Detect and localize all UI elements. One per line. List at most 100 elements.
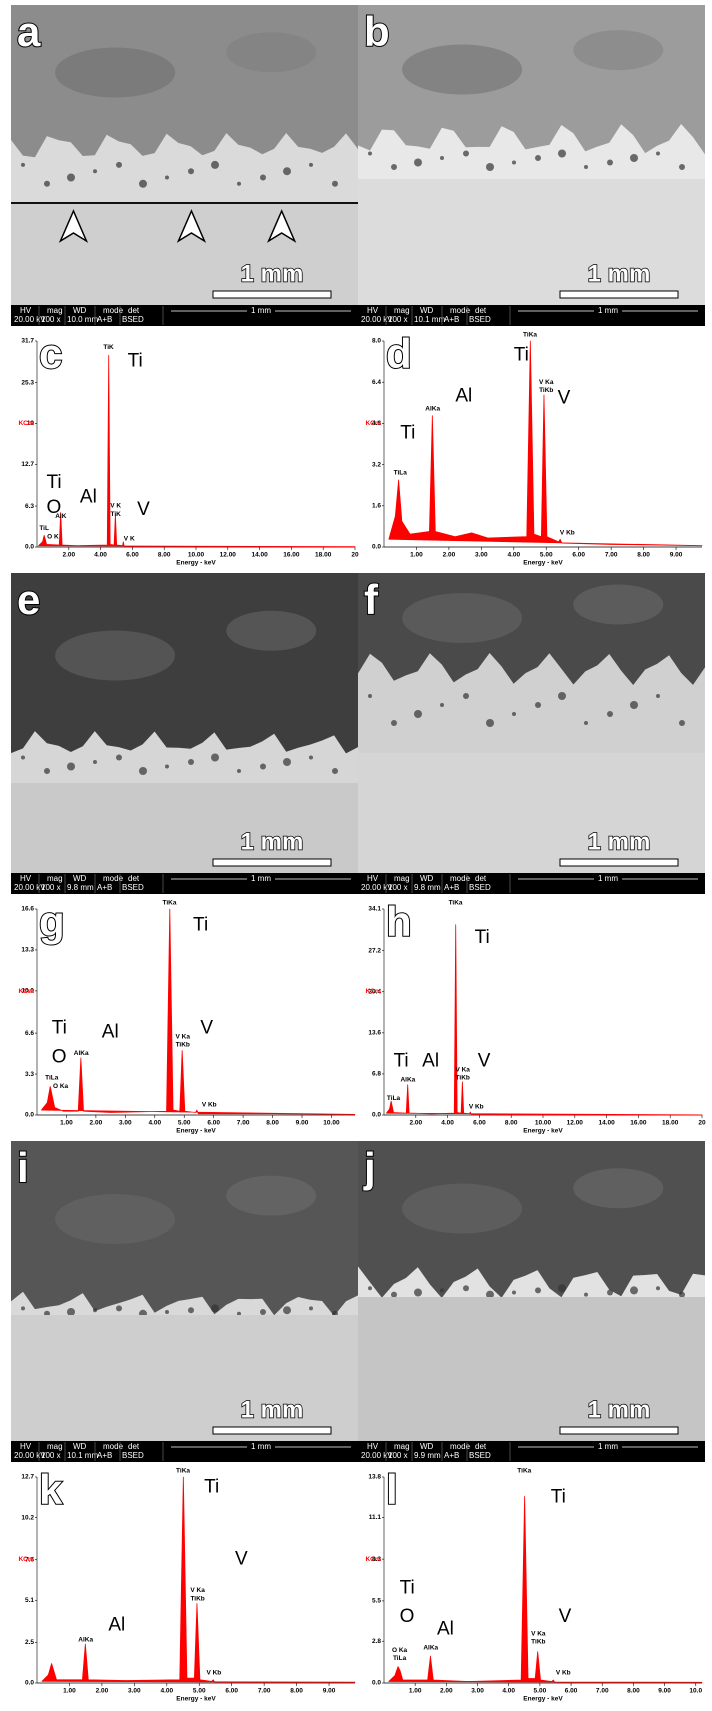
micrograph-pore <box>463 693 469 699</box>
peak-label: TiK <box>111 511 122 518</box>
micrograph-pore <box>283 758 291 766</box>
micrograph: j1 mmHV20.00 kVmag100 xWD9.9 mmmodeA+Bde… <box>358 1141 705 1462</box>
y-tick-label: 6.3 <box>25 503 34 510</box>
micrograph-pore <box>165 765 169 769</box>
micrograph-pore <box>630 1286 638 1294</box>
scale-bar-label: 1 mm <box>241 1396 304 1423</box>
x-tick-label: 18.00 <box>315 552 332 559</box>
peak-label: TiKb <box>531 1639 545 1646</box>
y-tick-label: 34.1 <box>368 906 381 913</box>
element-label: Ti <box>193 914 208 935</box>
element-label: Ti <box>128 351 143 372</box>
element-label: O <box>52 1046 67 1067</box>
info-header: HV <box>367 1442 379 1451</box>
y-tick-label: 5.5 <box>372 1598 381 1605</box>
micrograph-pore <box>165 1310 169 1314</box>
micrograph-pore <box>440 156 444 160</box>
x-tick-label: 5.00 <box>540 552 553 559</box>
info-value: 100 x <box>41 315 61 324</box>
peak-label: TiKb <box>539 387 553 394</box>
info-scale-label: 1 mm <box>598 306 618 315</box>
info-value: 100 x <box>388 315 408 324</box>
scale-bar-label: 1 mm <box>588 828 651 855</box>
x-tick-label: 3.00 <box>471 1688 484 1695</box>
info-header: WD <box>73 1442 87 1451</box>
peak-label: AlKa <box>425 406 440 413</box>
element-label: V <box>558 388 571 409</box>
element-label: Al <box>455 386 472 407</box>
y-axis-label: KCnt <box>18 988 34 995</box>
x-tick-label: 12.00 <box>220 552 237 559</box>
micrograph-pore <box>44 768 50 774</box>
x-tick-label: 7.00 <box>258 1688 271 1695</box>
info-value: 100 x <box>388 883 408 892</box>
info-header: WD <box>420 306 434 315</box>
micrograph-substrate <box>11 1315 358 1441</box>
peak-label: V Kb <box>202 1101 217 1108</box>
micrograph-pore <box>630 154 638 162</box>
figure: a1 mmHV20.00 kVmag100 xWD10.0 mmmodeA+Bd… <box>0 0 712 1711</box>
element-label: Ti <box>514 344 529 365</box>
x-tick-label: 9.00 <box>658 1688 671 1695</box>
micrograph-pore <box>584 1293 588 1297</box>
x-tick-label: 4.00 <box>94 552 107 559</box>
peak-label: V Kb <box>556 1669 571 1676</box>
peak-label: TiKa <box>517 1468 531 1475</box>
peak-label: V K <box>110 503 121 510</box>
micrograph-pore <box>93 760 97 764</box>
micrograph-pore <box>211 754 219 762</box>
x-tick-label: 1.00 <box>63 1688 76 1695</box>
scale-bar-label: 1 mm <box>241 828 304 855</box>
info-value: 9.8 mm <box>67 883 94 892</box>
micrograph-pore <box>116 162 122 168</box>
x-tick-label: 4.00 <box>160 1688 173 1695</box>
x-tick-label: 16.00 <box>630 1120 647 1127</box>
x-tick-label: 8.00 <box>158 552 171 559</box>
micrograph-pore <box>283 1306 291 1314</box>
micrograph-pore <box>512 1291 516 1295</box>
panel-letter: h <box>386 898 412 945</box>
element-label: O <box>400 1606 415 1627</box>
info-header: mode <box>103 306 124 315</box>
scale-bar <box>213 291 331 298</box>
micrograph-substrate <box>358 179 705 305</box>
y-tick-label: 11.1 <box>369 1514 382 1521</box>
x-tick-label: 7.00 <box>596 1688 609 1695</box>
info-value: BSED <box>122 1451 144 1460</box>
micrograph-pore <box>237 769 241 773</box>
x-tick-label: 8.00 <box>627 1688 640 1695</box>
scale-bar-label: 1 mm <box>588 1396 651 1423</box>
micrograph-pore <box>211 1304 219 1312</box>
info-header: mag <box>47 874 63 883</box>
x-tick-label: 5.00 <box>534 1688 547 1695</box>
micrograph-pore <box>67 763 75 771</box>
x-tick-label: 3.00 <box>475 552 488 559</box>
info-header: det <box>475 306 487 315</box>
info-scale-label: 1 mm <box>598 1442 618 1451</box>
micrograph-substrate <box>358 753 705 873</box>
page: a1 mmHV20.00 kVmag100 xWD10.0 mmmodeA+Bd… <box>0 0 712 1711</box>
element-label: V <box>559 1606 572 1627</box>
info-value: A+B <box>97 315 112 324</box>
panel-letter: j <box>363 1144 376 1191</box>
micrograph-pore <box>188 168 194 174</box>
y-tick-label: 2.5 <box>25 1639 34 1646</box>
micrograph-pore <box>558 692 566 700</box>
x-tick-label: 4.00 <box>441 1120 454 1127</box>
micrograph-phase <box>55 48 175 98</box>
x-tick-label: 2.00 <box>62 552 75 559</box>
x-tick-label: 8.00 <box>266 1120 279 1127</box>
peak-label: V Ka <box>531 1630 546 1637</box>
x-tick-label: 1.00 <box>60 1120 73 1127</box>
micrograph-pore <box>463 1285 469 1291</box>
info-header: det <box>128 874 140 883</box>
micrograph-pore <box>332 768 338 774</box>
info-header: det <box>475 874 487 883</box>
x-axis-label: Energy - keV <box>176 1128 216 1135</box>
x-tick-label: 8.00 <box>505 1120 518 1127</box>
peak-label: V Ka <box>539 379 554 386</box>
info-header: WD <box>420 874 434 883</box>
scale-bar <box>213 859 331 866</box>
x-tick-label: 9.00 <box>670 552 683 559</box>
